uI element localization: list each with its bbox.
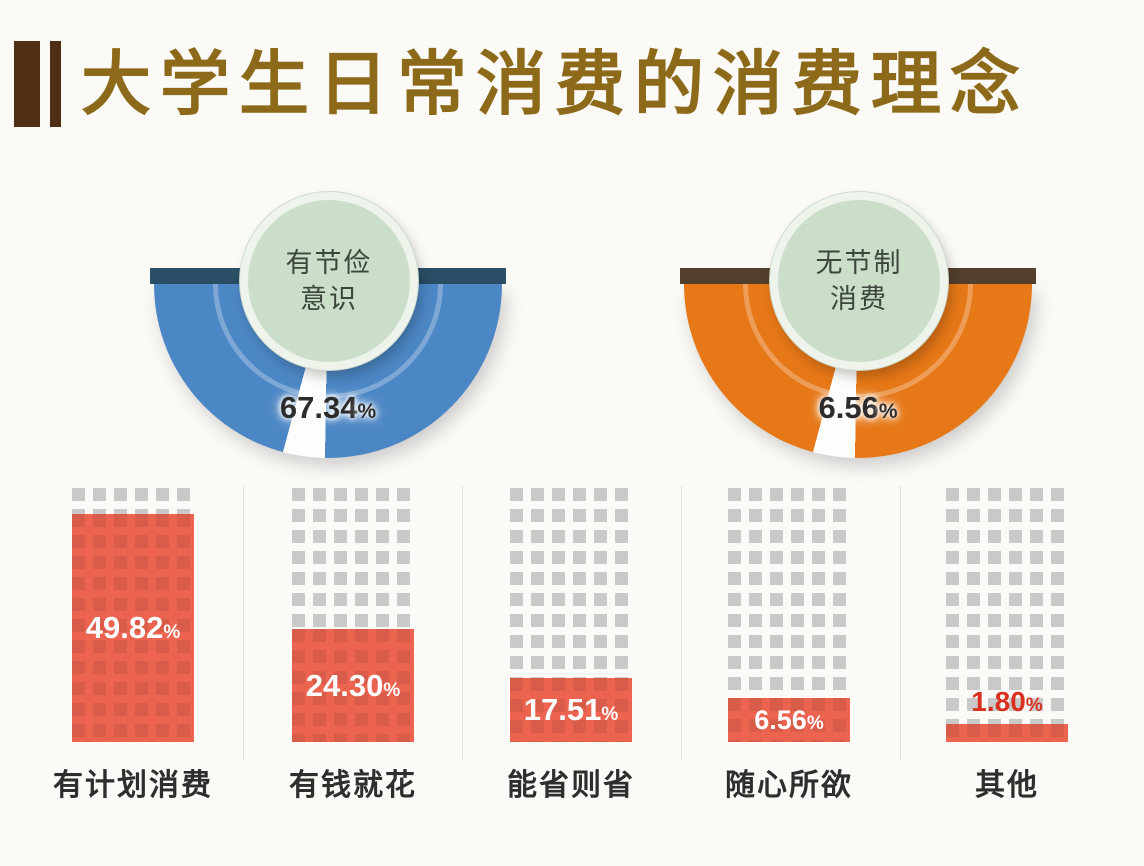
bar-fill: 17.51%	[510, 678, 632, 742]
bar-category-label: 有钱就花	[289, 769, 417, 802]
gauge-unrestrained-consumption: 无节制 消费 6.56%	[680, 190, 1036, 472]
page-title: 大学生日常消费的消费理念	[81, 45, 1029, 123]
gauge-value-number: 6.56	[818, 390, 879, 425]
gauge-label-line: 消费	[830, 284, 888, 314]
bar-value: 1.80%	[946, 686, 1068, 718]
title-accent-bar-thin	[50, 41, 61, 127]
bar-column-save-when-possible: 17.51% 能省则省	[507, 488, 633, 802]
bar-value-number: 6.56	[754, 704, 807, 735]
bar-value: 24.30%	[306, 668, 400, 704]
bar-value-number: 24.30	[305, 667, 384, 703]
page-title-row: 大学生日常消费的消费理念	[14, 40, 1029, 128]
bar-value-number: 49.82	[85, 610, 164, 645]
percent-sign: %	[357, 400, 377, 423]
bar-value: 17.51%	[524, 692, 618, 728]
bar-value: 6.56%	[754, 705, 823, 736]
bar-fill: 6.56%	[728, 698, 850, 742]
bar-fill: 24.30%	[292, 629, 414, 742]
title-accent-bar-thick	[14, 41, 40, 127]
bar-column-other: 1.80% 其他	[946, 488, 1068, 802]
column-divider	[681, 486, 682, 760]
percent-sign: %	[383, 679, 401, 701]
bar-column-spend-when-rich: 24.30% 有钱就花	[289, 488, 415, 802]
bar-column-as-one-pleases: 6.56% 随心所欲	[725, 488, 851, 802]
bar-category-label: 能省则省	[507, 769, 635, 802]
gauge-center-bubble: 有节俭 意识	[240, 192, 418, 370]
bar-category-label: 随心所欲	[725, 769, 853, 802]
bar-column-planned-spending: 49.82% 有计划消费	[53, 488, 211, 802]
bar-value-number: 1.80	[971, 686, 1026, 717]
gauge-label-line: 有节俭	[285, 248, 373, 278]
gauge-label-line: 意识	[300, 284, 358, 314]
bar-fill: 49.82%	[72, 514, 194, 742]
bar-value-number: 17.51	[523, 692, 602, 727]
gauge-frugal-awareness: 有节俭 意识 67.34%	[150, 190, 506, 472]
gauge-value: 67.34%	[150, 390, 506, 426]
gauge-value: 6.56%	[680, 390, 1036, 426]
percent-sign: %	[1025, 695, 1043, 716]
column-divider	[243, 486, 244, 760]
bar-value: 49.82%	[86, 610, 180, 646]
column-divider	[900, 486, 901, 760]
percent-sign: %	[601, 704, 619, 725]
bar-dot-background	[946, 488, 1068, 742]
gauge-center-bubble: 无节制 消费	[770, 192, 948, 370]
column-divider	[462, 486, 463, 760]
percent-sign: %	[878, 400, 898, 423]
percent-sign: %	[163, 622, 181, 643]
bar-category-label: 其他	[975, 769, 1039, 802]
gauge-value-number: 67.34	[279, 390, 358, 425]
percent-sign: %	[806, 712, 824, 734]
gauge-label-line: 无节制	[815, 248, 903, 278]
bar-fill: 1.80%	[946, 686, 1068, 742]
gauge-fan	[154, 284, 502, 458]
bar-category-label: 有计划消费	[53, 769, 213, 802]
